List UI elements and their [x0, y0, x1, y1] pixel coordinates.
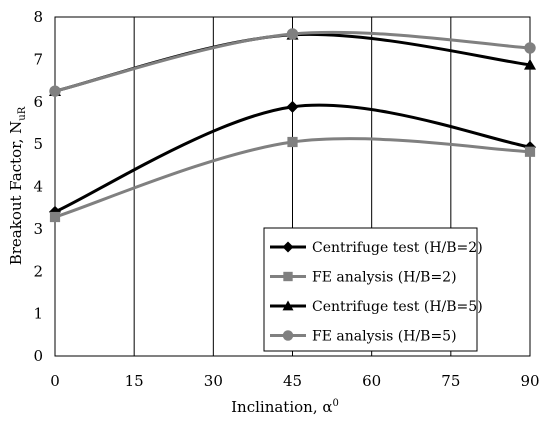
series-4: [49, 28, 536, 97]
series-layer: [49, 28, 536, 223]
y-tick-label: 3: [33, 220, 43, 238]
x-tick-label: 0: [50, 372, 60, 390]
data-point: [282, 241, 294, 253]
legend-label: FE analysis (H/B=2): [312, 270, 457, 286]
data-point: [524, 146, 536, 157]
x-axis-title: Inclination, α0: [231, 398, 339, 416]
data-point: [49, 211, 61, 223]
legend-item: Centrifuge test (H/B=5): [270, 299, 483, 315]
legend-label: FE analysis (H/B=5): [312, 329, 457, 345]
legend-label: Centrifuge test (H/B=2): [312, 240, 483, 256]
y-tick-label: 0: [33, 347, 43, 365]
y-tick-label: 4: [33, 178, 43, 196]
x-tick-label: 45: [283, 372, 302, 390]
data-point: [286, 28, 299, 40]
x-tick-labels: 0 15 30 45 60 75 90: [50, 372, 539, 390]
legend-item: FE analysis (H/B=2): [270, 270, 457, 286]
y-tick-label: 8: [33, 8, 43, 26]
data-point: [49, 85, 61, 97]
data-point: [283, 271, 293, 282]
legend-label: Centrifuge test (H/B=5): [312, 299, 483, 315]
x-tick-label: 75: [441, 372, 460, 390]
y-tick-label: 1: [33, 305, 43, 323]
legend-items: Centrifuge test (H/B=2) FE analysis (H/B=…: [270, 240, 483, 345]
legend: Centrifuge test (H/B=2) FE analysis (H/B=…: [263, 227, 483, 352]
x-tick-label: 30: [204, 372, 223, 390]
data-point: [287, 136, 298, 148]
y-tick-label: 5: [33, 135, 43, 153]
x-tick-label: 15: [125, 372, 144, 390]
data-point: [524, 58, 536, 70]
y-tick-labels: 0 1 2 3 4 5 6 7 8: [33, 8, 43, 365]
y-tick-label: 2: [33, 262, 43, 280]
x-tick-label: 90: [520, 372, 539, 390]
legend-item: FE analysis (H/B=5): [270, 329, 457, 345]
data-point: [286, 100, 299, 113]
y-axis-title: Breakout Factor, NuR: [7, 106, 28, 265]
data-point: [524, 42, 536, 54]
y-tick-label: 6: [33, 93, 43, 111]
data-point: [282, 330, 294, 341]
series-2: [49, 136, 536, 223]
y-tick-label: 7: [33, 50, 43, 68]
data-point: [282, 300, 294, 311]
legend-item: Centrifuge test (H/B=2): [270, 240, 483, 256]
x-tick-label: 60: [362, 372, 381, 390]
